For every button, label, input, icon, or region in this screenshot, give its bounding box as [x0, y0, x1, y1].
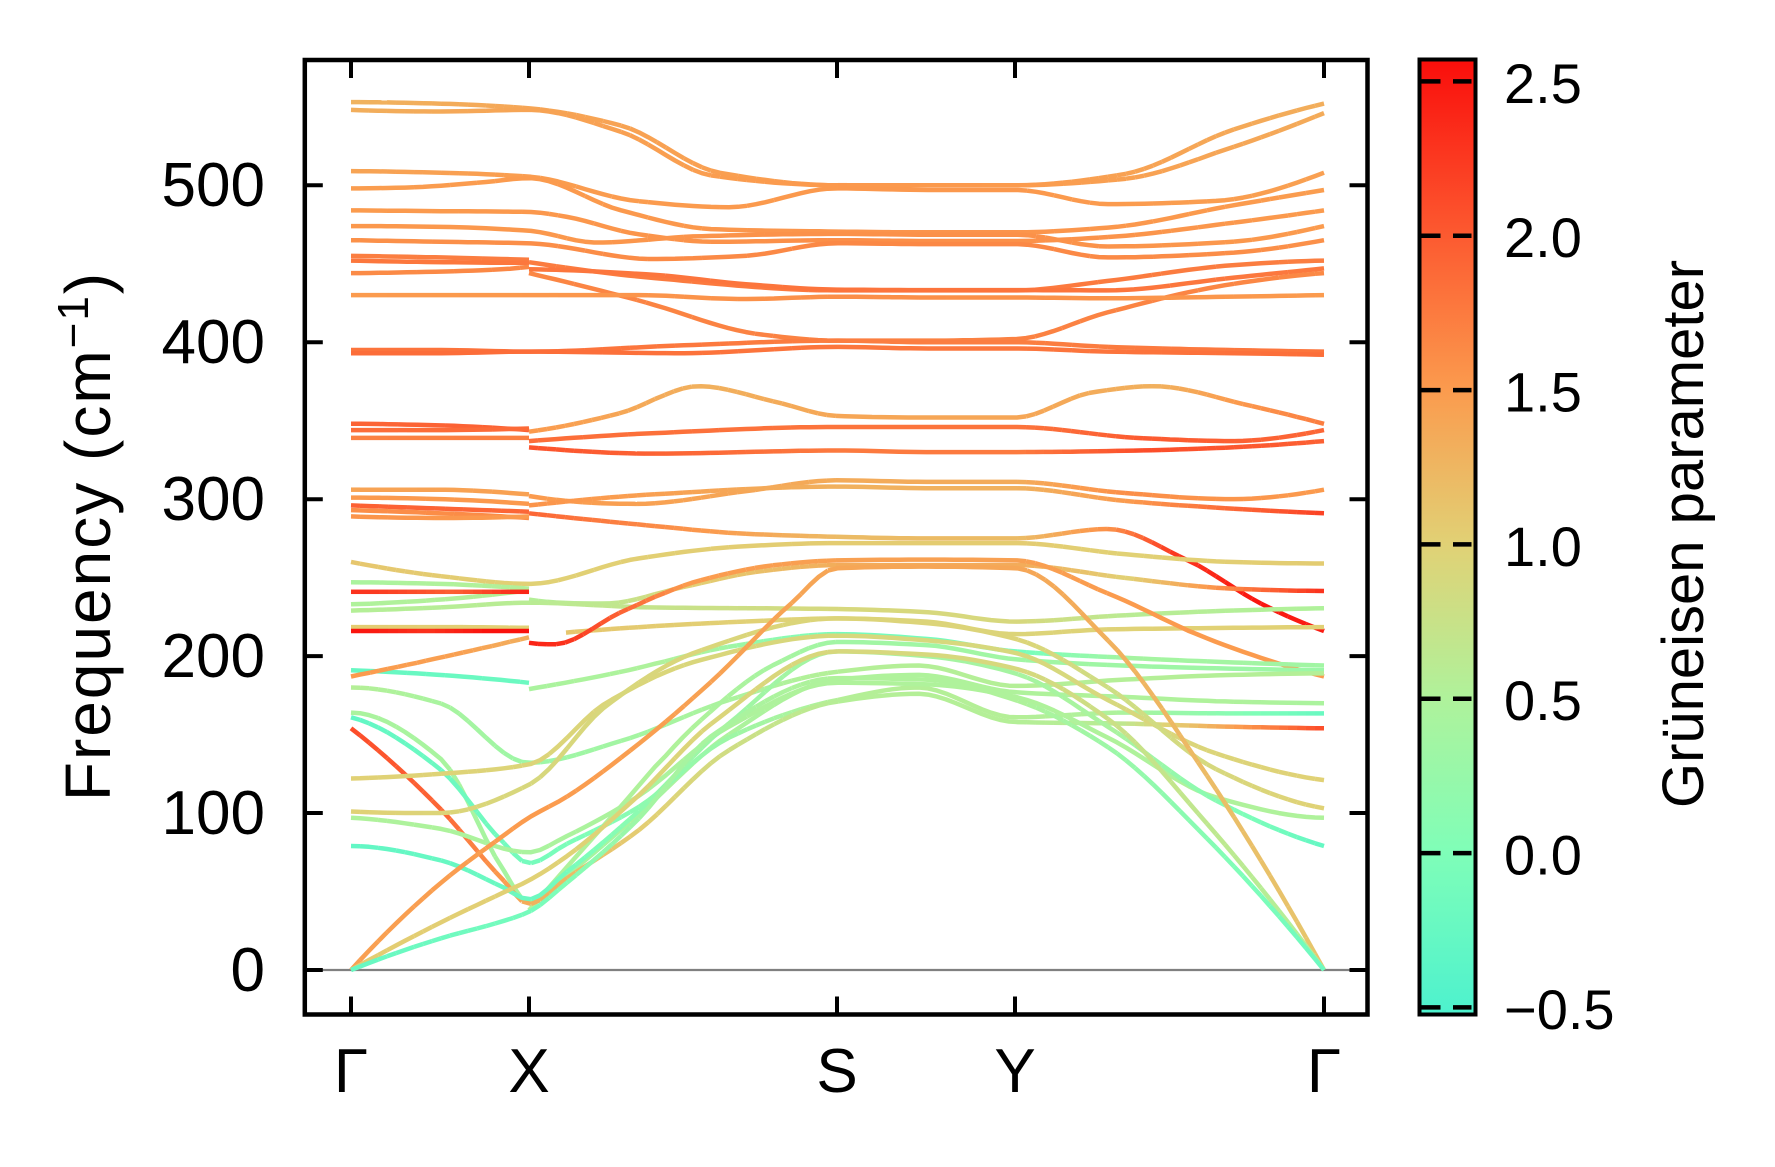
svg-text:Γ: Γ	[1307, 1037, 1341, 1106]
svg-text:X: X	[508, 1037, 549, 1106]
svg-text:1.5: 1.5	[1504, 361, 1582, 424]
svg-text:Grüneisen parameter: Grüneisen parameter	[1651, 260, 1716, 808]
svg-text:−0.5: −0.5	[1504, 978, 1615, 1041]
svg-text:500: 500	[162, 151, 265, 220]
svg-text:0.5: 0.5	[1504, 669, 1582, 732]
svg-text:2.5: 2.5	[1504, 52, 1582, 115]
svg-text:100: 100	[162, 779, 265, 848]
svg-text:300: 300	[162, 465, 265, 534]
svg-text:200: 200	[162, 622, 265, 691]
svg-text:0: 0	[231, 936, 265, 1005]
svg-text:0.0: 0.0	[1504, 824, 1582, 887]
svg-text:400: 400	[162, 308, 265, 377]
svg-text:S: S	[816, 1037, 857, 1106]
svg-text:Γ: Γ	[334, 1037, 368, 1106]
svg-text:1.0: 1.0	[1504, 515, 1582, 578]
svg-text:Frequency (cm−1): Frequency (cm−1)	[49, 271, 124, 801]
svg-text:2.0: 2.0	[1504, 206, 1582, 269]
svg-text:Y: Y	[994, 1037, 1035, 1106]
